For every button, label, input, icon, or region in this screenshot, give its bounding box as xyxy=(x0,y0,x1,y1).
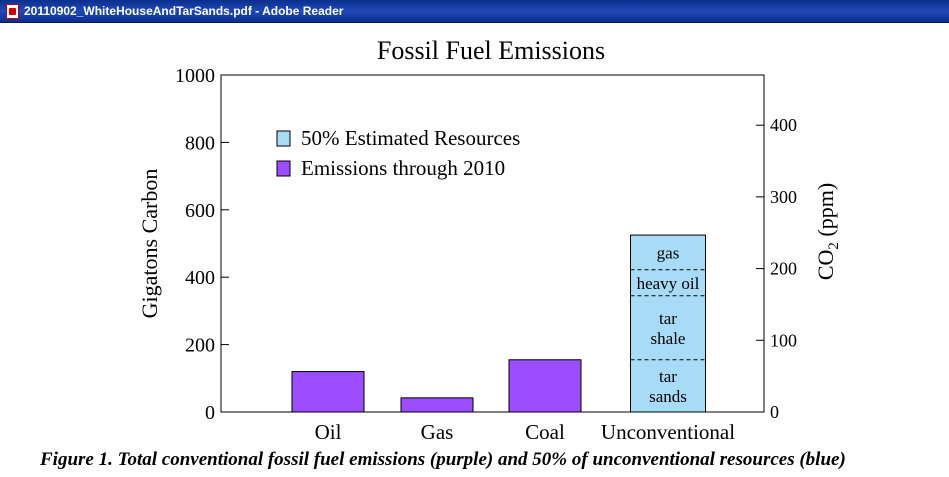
y2-axis-label: CO2 (ppm) xyxy=(813,183,842,280)
document-page: Fossil Fuel Emissions 0 200 400 600 800 1000 G… xyxy=(0,23,949,477)
window-titlebar[interactable]: 20110902_WhiteHouseAndTarSands.pdf - Ado… xyxy=(0,0,949,23)
y2-tick-label: 100 xyxy=(770,330,797,350)
y2-tick-label: 200 xyxy=(770,259,797,279)
plot-area: 0 200 400 600 800 1000 Gigatons Carbon 0 100 200 3… xyxy=(137,65,842,444)
window-title: 20110902_WhiteHouseAndTarSands.pdf - Ado… xyxy=(24,4,344,18)
segment-label: gas xyxy=(657,243,680,262)
x-tick-label: Oil xyxy=(315,420,342,444)
y-tick-label: 0 xyxy=(205,402,215,424)
legend-label: Emissions through 2010 xyxy=(301,156,505,180)
y2-tick-label: 0 xyxy=(770,402,779,422)
bar-emissions xyxy=(508,359,582,413)
bar-emissions xyxy=(400,397,474,413)
legend-swatch-resources xyxy=(276,130,291,147)
legend-swatch-emissions xyxy=(276,160,291,177)
chart: Fossil Fuel Emissions 02004006008001000G… xyxy=(137,36,842,444)
segment-label: tar xyxy=(659,367,677,386)
y-tick-label: 1000 xyxy=(175,65,215,87)
plot-frame xyxy=(220,74,765,413)
bar-emissions xyxy=(291,371,365,413)
y-tick-label: 600 xyxy=(185,200,215,222)
x-tick-label: Coal xyxy=(525,420,565,444)
y2-tick-label: 400 xyxy=(770,115,797,135)
bar-resources xyxy=(630,234,706,413)
x-tick-label: Unconventional xyxy=(601,420,735,444)
figure-caption: Figure 1. Total conventional fossil fuel… xyxy=(40,449,846,470)
y-tick-label: 200 xyxy=(185,335,215,357)
segment-label: heavy oil xyxy=(637,274,700,293)
x-tick-label: Gas xyxy=(421,420,454,444)
y-axis-label: Gigatons Carbon xyxy=(137,169,162,319)
legend-label: 50% Estimated Resources xyxy=(301,126,520,150)
segment-label: shale xyxy=(651,329,686,348)
y2-tick-label: 300 xyxy=(770,187,797,207)
chart-title: Fossil Fuel Emissions xyxy=(377,36,605,65)
segment-label: sands xyxy=(649,387,687,406)
y-tick-label: 800 xyxy=(185,132,215,154)
y-tick-label: 400 xyxy=(185,267,215,289)
segment-label: tar xyxy=(659,309,677,328)
pdf-document-icon xyxy=(6,3,19,19)
